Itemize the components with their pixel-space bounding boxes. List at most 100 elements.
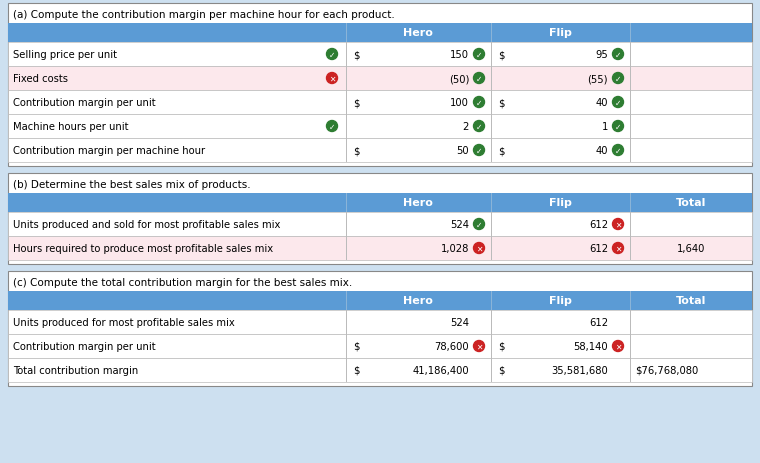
Text: ✕: ✕ [615, 342, 621, 351]
Bar [346, 43, 347, 67]
Text: ✕: ✕ [476, 244, 482, 253]
Bar [491, 291, 492, 310]
Text: ✓: ✓ [615, 98, 621, 107]
Text: Total contribution margin: Total contribution margin [13, 365, 138, 375]
Bar [8, 334, 752, 358]
Text: Total: Total [676, 295, 706, 305]
Text: ✕: ✕ [615, 244, 621, 253]
Text: 524: 524 [450, 317, 469, 327]
Ellipse shape [613, 50, 623, 60]
Text: (50): (50) [448, 74, 469, 84]
Bar [8, 139, 752, 163]
Text: (c) Compute the total contribution margin for the best sales mix.: (c) Compute the total contribution margi… [13, 277, 352, 288]
Text: 50: 50 [456, 146, 469, 156]
Bar [346, 115, 347, 139]
Bar [8, 358, 752, 382]
Text: Flip: Flip [549, 28, 572, 38]
Text: Units produced and sold for most profitable sales mix: Units produced and sold for most profita… [13, 219, 280, 230]
Text: $: $ [353, 146, 359, 156]
Text: Total: Total [676, 198, 706, 207]
Bar [8, 213, 752, 237]
Ellipse shape [613, 243, 623, 254]
Ellipse shape [473, 145, 485, 156]
Ellipse shape [327, 50, 337, 60]
Text: (55): (55) [587, 74, 608, 84]
Text: $: $ [498, 98, 505, 108]
Text: Selling price per unit: Selling price per unit [13, 50, 117, 60]
Text: 612: 612 [589, 317, 608, 327]
Text: 1,028: 1,028 [441, 244, 469, 253]
Bar [491, 194, 492, 213]
Ellipse shape [613, 145, 623, 156]
Text: $: $ [353, 50, 359, 60]
Text: 612: 612 [589, 244, 608, 253]
Text: 78,600: 78,600 [435, 341, 469, 351]
Bar [8, 67, 752, 91]
Bar [630, 213, 631, 237]
Bar [8, 291, 752, 310]
Bar [630, 358, 631, 382]
Ellipse shape [613, 121, 623, 132]
Bar [346, 358, 347, 382]
Bar [8, 91, 752, 115]
Text: 612: 612 [589, 219, 608, 230]
Text: 41,186,400: 41,186,400 [413, 365, 469, 375]
Text: ✓: ✓ [615, 146, 621, 155]
Bar [630, 291, 631, 310]
Bar [630, 67, 631, 91]
Bar [491, 334, 492, 358]
Text: Units produced for most profitable sales mix: Units produced for most profitable sales… [13, 317, 235, 327]
Bar [346, 213, 347, 237]
Text: Machine hours per unit: Machine hours per unit [13, 122, 128, 131]
Text: (a) Compute the contribution margin per machine hour for each product.: (a) Compute the contribution margin per … [13, 10, 394, 20]
Bar [346, 291, 347, 310]
Text: $: $ [498, 146, 505, 156]
Bar [630, 334, 631, 358]
Bar [8, 237, 752, 260]
Text: 40: 40 [596, 146, 608, 156]
Bar [8, 24, 752, 43]
Text: Contribution margin per unit: Contribution margin per unit [13, 98, 156, 108]
Text: ✓: ✓ [329, 50, 335, 59]
Text: ✓: ✓ [329, 122, 335, 131]
Bar [630, 139, 631, 163]
Text: ✓: ✓ [476, 220, 482, 229]
Text: ✕: ✕ [476, 342, 482, 351]
Text: ✓: ✓ [615, 50, 621, 59]
Text: Hero: Hero [403, 295, 433, 305]
Bar [630, 310, 631, 334]
Bar [491, 213, 492, 237]
Bar [630, 24, 631, 43]
Ellipse shape [327, 73, 337, 84]
Bar [491, 310, 492, 334]
Ellipse shape [473, 97, 485, 108]
Bar [346, 237, 347, 260]
Text: ✓: ✓ [615, 75, 621, 83]
Ellipse shape [473, 341, 485, 352]
Text: Hero: Hero [403, 198, 433, 207]
Ellipse shape [613, 97, 623, 108]
Ellipse shape [613, 73, 623, 84]
Ellipse shape [473, 50, 485, 60]
Bar [8, 43, 752, 67]
Bar [346, 24, 347, 43]
Bar [8, 271, 752, 386]
Text: 100: 100 [450, 98, 469, 108]
Text: ✓: ✓ [476, 98, 482, 107]
Bar [491, 43, 492, 67]
Text: ✓: ✓ [476, 50, 482, 59]
Text: Flip: Flip [549, 198, 572, 207]
Ellipse shape [473, 121, 485, 132]
Ellipse shape [613, 341, 623, 352]
Text: Hero: Hero [403, 28, 433, 38]
Bar [630, 115, 631, 139]
Text: (b) Determine the best sales mix of products.: (b) Determine the best sales mix of prod… [13, 180, 251, 189]
Bar [630, 91, 631, 115]
Text: Contribution margin per unit: Contribution margin per unit [13, 341, 156, 351]
Ellipse shape [473, 219, 485, 230]
Bar [491, 67, 492, 91]
Bar [8, 4, 752, 167]
Bar [346, 91, 347, 115]
Bar [491, 91, 492, 115]
Text: ✕: ✕ [615, 220, 621, 229]
